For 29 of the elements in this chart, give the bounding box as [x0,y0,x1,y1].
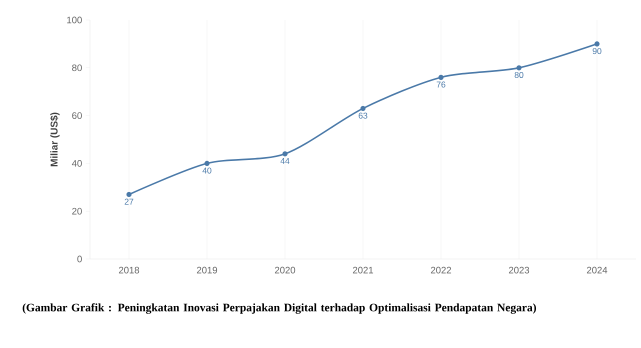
point [204,160,210,166]
point [594,41,600,46]
y-tick-label: 40 [72,160,82,167]
point [126,192,132,198]
data-label: 80 [514,72,524,78]
y-axis-title: Miliar (US$) [50,112,60,166]
data-label: 40 [202,168,212,174]
y-tick-label: 80 [72,64,82,72]
data-label: 44 [280,158,290,164]
point [438,74,444,80]
point [516,65,522,70]
x-tick-label: 2020 [274,266,296,274]
data-label: 76 [436,82,446,88]
point [360,106,366,112]
data-label: 90 [592,48,602,54]
x-tick-label: 2018 [118,266,140,274]
text: (Gambar Grafik : Peningkatan Inovasi Perpajakan Digital terhadap Optimalisasi Pendapatan Negara) [22,303,536,314]
x-tick-label: 2024 [586,266,608,274]
y-tick-label: 60 [72,112,82,119]
x-tick-label: 2022 [430,266,452,274]
y-tick-label: 100 [67,16,82,24]
x-tick-label: 2023 [508,266,530,274]
y-tick-label: 20 [72,208,82,215]
x-tick-label: 2021 [352,266,374,274]
data-label: 63 [358,112,368,119]
point [282,151,288,156]
y-tick-label: 0 [77,256,82,262]
data-label: 27 [124,198,134,205]
x-tick-label: 2019 [196,266,218,274]
